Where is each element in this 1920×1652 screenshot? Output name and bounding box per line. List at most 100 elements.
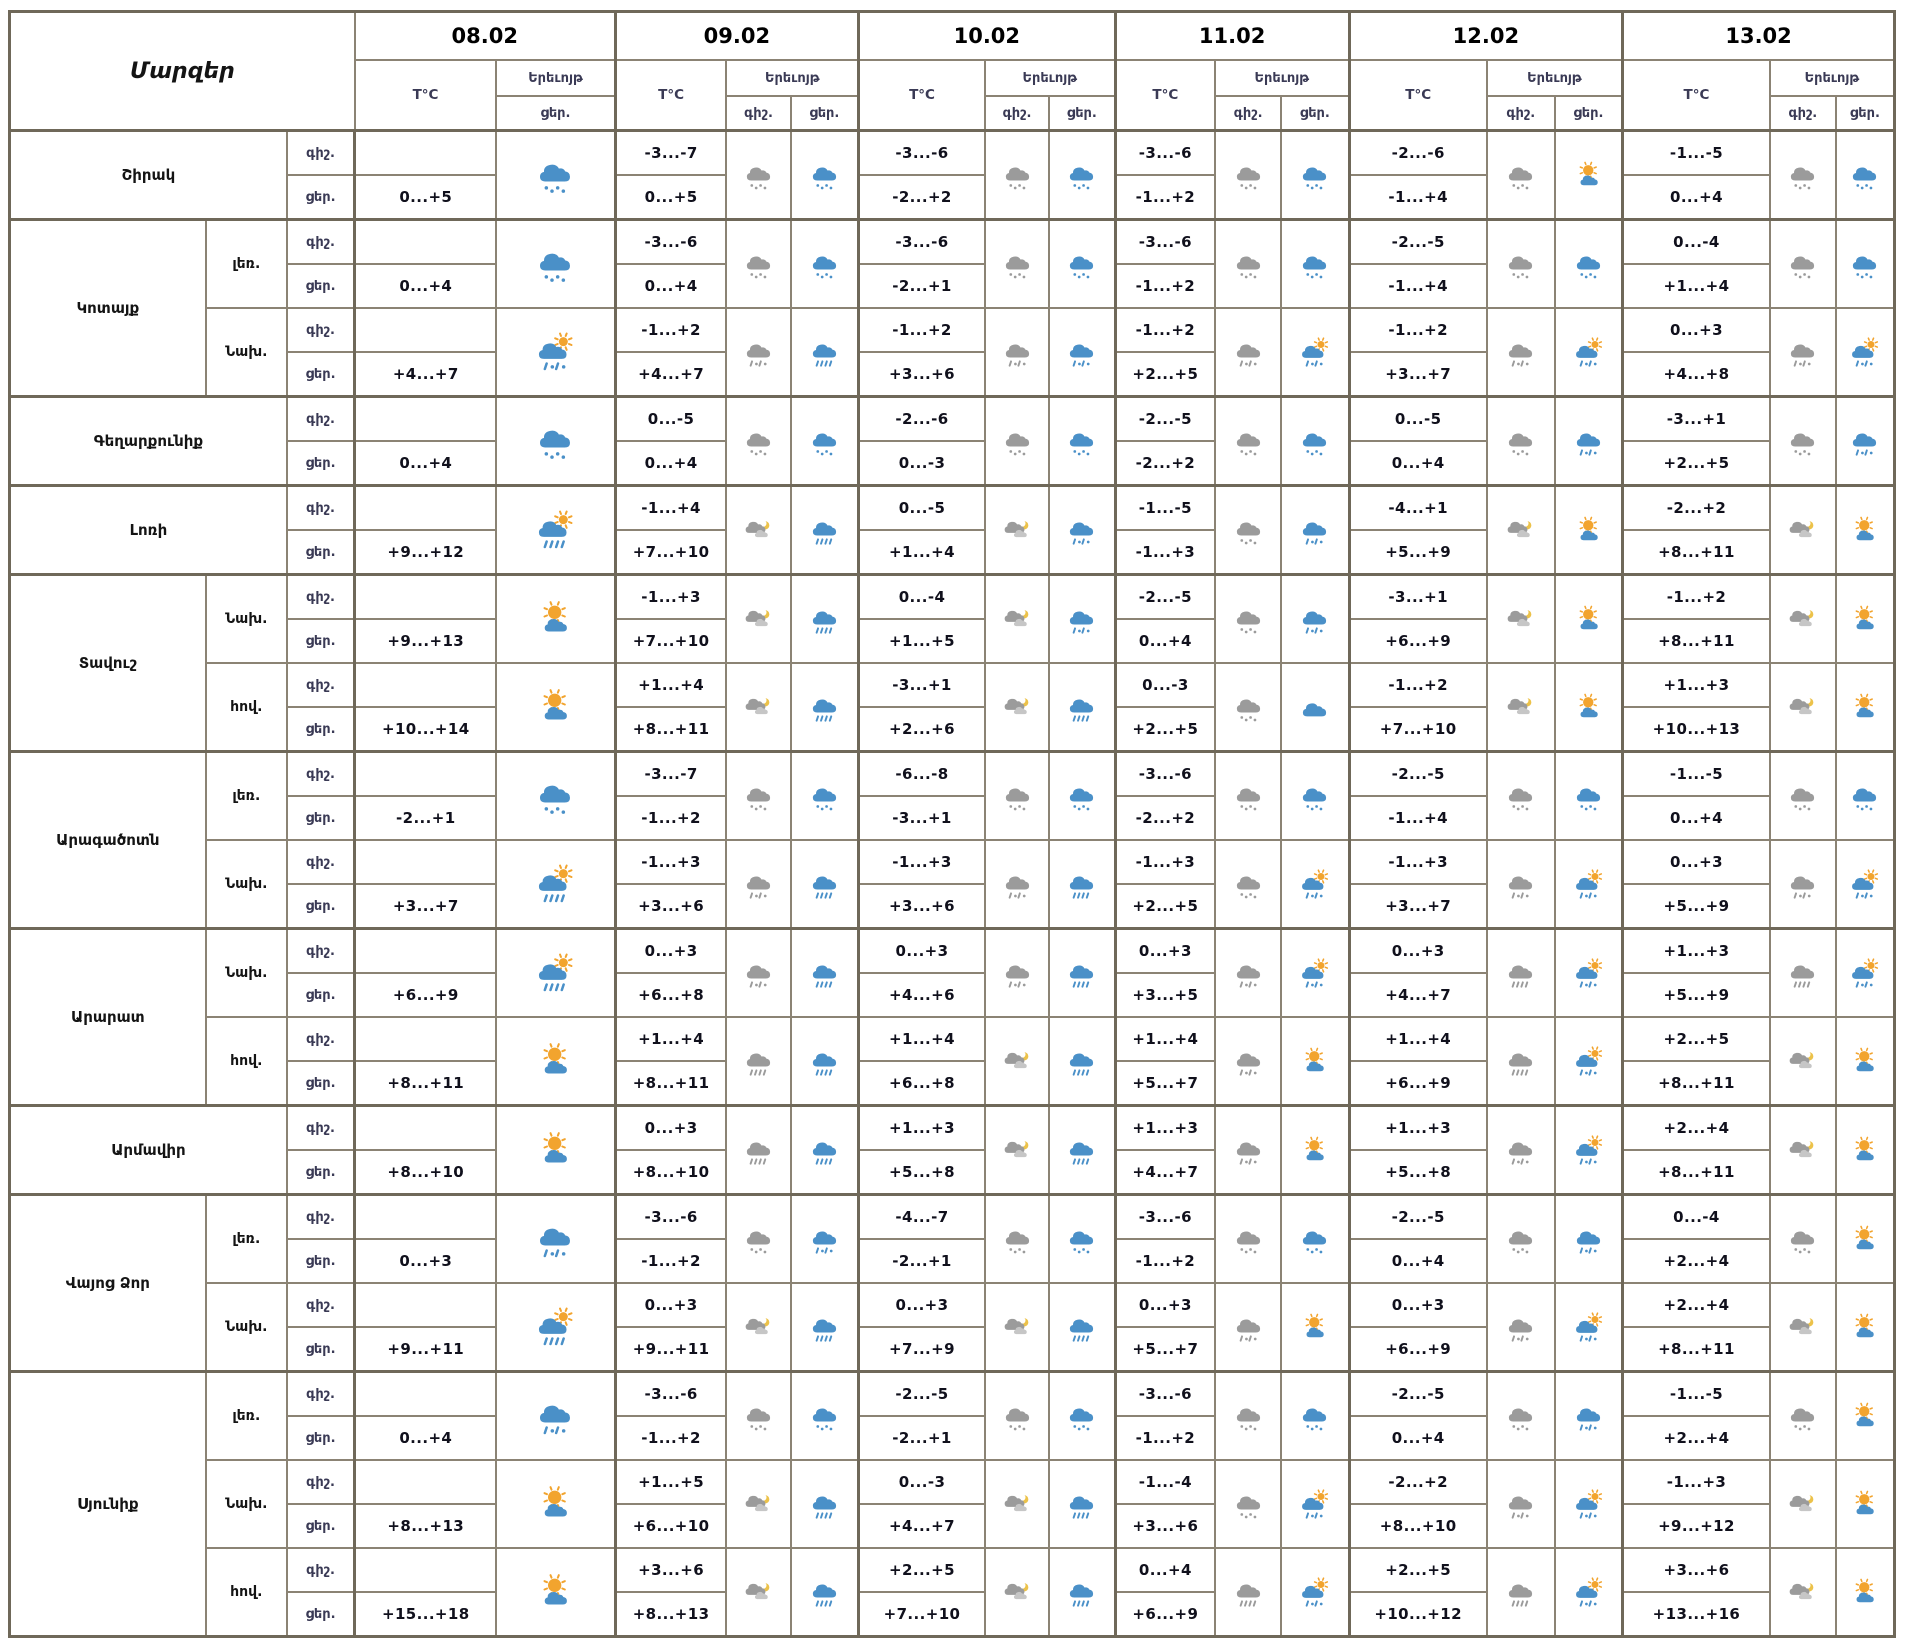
rain-blue-icon (812, 521, 836, 545)
sun-sleet-icon (1852, 868, 1879, 899)
day-label: ցեր. (285, 1060, 356, 1107)
night-temp: +2...+5 (1347, 1547, 1488, 1593)
day-weather-cell (1280, 484, 1351, 576)
night-temp (353, 307, 498, 353)
night-weather-cell (1768, 1282, 1837, 1373)
night-temp: -3...-6 (613, 1370, 728, 1417)
night-weather-cell (983, 662, 1051, 753)
sun-rain-icon (539, 864, 573, 903)
subregion-label: Նախ. (204, 573, 288, 664)
night-temp: -3...+1 (857, 662, 986, 708)
sun-cloud-icon (1579, 161, 1598, 185)
day-temp: 0...+4 (1621, 174, 1771, 221)
sleet-blue-icon (1070, 521, 1094, 545)
night-weather-cell (983, 927, 1051, 1018)
night-weather-cell (1214, 750, 1283, 841)
sun-rain-icon (539, 1307, 573, 1346)
day-weather-cell (1280, 927, 1351, 1018)
day-weather-cell (495, 839, 617, 930)
night-temp: -3...-6 (1113, 218, 1217, 265)
night-temp (353, 1104, 498, 1151)
day-weather-cell (1834, 1370, 1896, 1461)
sun-sleet-icon (1852, 957, 1879, 988)
night-weather-cell (1485, 927, 1556, 1018)
night-temp: -3...+1 (1347, 573, 1488, 620)
date-header-08.02: 08.02 (353, 10, 617, 61)
night-temp: -1...+3 (1113, 839, 1217, 885)
day-weather-cell (1553, 1016, 1624, 1107)
night-temp: 0...-3 (1113, 662, 1217, 708)
phenomenon-header: Երեւոյթ (1485, 59, 1624, 97)
day-temp: 0...+4 (613, 263, 728, 309)
night-temp: -6...-8 (857, 750, 986, 797)
sun-cloud-icon (1856, 1225, 1875, 1249)
night-temp (353, 218, 498, 265)
day-temp: -2...+1 (857, 263, 986, 309)
day-weather-cell (1553, 1282, 1624, 1373)
day-weather-cell (1048, 662, 1117, 753)
rain-blue-icon (1070, 1052, 1094, 1076)
day-temp: +3...+7 (353, 883, 498, 930)
night-temp: 0...-5 (857, 484, 986, 531)
snow-blue-icon (540, 430, 571, 459)
region-name: Արարատ (8, 927, 207, 1107)
day-weather-cell (789, 1282, 860, 1373)
night-label: գիշ. (285, 662, 356, 708)
day-temp: +8...+11 (1621, 618, 1771, 664)
night-label: գիշ. (285, 484, 356, 531)
snow-gray-icon (1791, 255, 1815, 278)
snow-gray-icon (1509, 166, 1533, 189)
night-temp (353, 839, 498, 885)
night-weather-cell (1768, 927, 1837, 1018)
sun-sleet-icon (1302, 1488, 1329, 1519)
day-temp: +5...+8 (857, 1149, 986, 1196)
snow-gray-icon (1236, 255, 1260, 278)
snow-gray-icon (1509, 787, 1533, 810)
snow-gray-icon (1236, 1495, 1260, 1518)
rain-gray-icon (1236, 1583, 1260, 1607)
day-weather-cell (1280, 573, 1351, 664)
night-weather-cell (1214, 1104, 1283, 1196)
night-temp: 0...-4 (1621, 1193, 1771, 1240)
night-temp: 0...+3 (1621, 307, 1771, 353)
rain-gray-icon (1509, 1583, 1533, 1607)
day-temp: +2...+5 (1113, 706, 1217, 753)
night-temp: 0...+3 (857, 1282, 986, 1328)
day-temp: +3...+7 (1347, 883, 1488, 930)
night-temp: -2...-5 (1347, 750, 1488, 797)
day-temp: +2...+4 (1621, 1415, 1771, 1461)
day-temp: +3...+6 (613, 883, 728, 930)
sun-sleet-icon (1302, 1576, 1329, 1607)
snow-gray-icon (1236, 698, 1260, 721)
sun-cloud-icon (1579, 693, 1598, 717)
date-header-13.02: 13.02 (1621, 10, 1896, 61)
region-name: Արագածոտն (8, 750, 207, 930)
day-weather-cell (1834, 1193, 1896, 1284)
rain-gray-icon (746, 1052, 771, 1076)
night-temp (353, 395, 498, 442)
sun-cloud-icon (1856, 1047, 1875, 1071)
night-weather-cell (1214, 307, 1283, 398)
day-temp: -1...+2 (1113, 1415, 1217, 1461)
subregion-label: Նախ. (204, 1459, 288, 1549)
sleet-gray-icon (1236, 964, 1260, 988)
night-weather-cell (1214, 129, 1283, 221)
day-weather-cell (1834, 1459, 1896, 1549)
night-temp: 0...+3 (1347, 927, 1488, 974)
day-temp: +9...+11 (353, 1326, 498, 1373)
night-weather-cell (725, 1370, 792, 1461)
night-weather-cell (1768, 218, 1837, 309)
snow-gray-icon (1236, 521, 1260, 544)
day-weather-cell (495, 1547, 617, 1638)
night-weather-cell (725, 839, 792, 930)
night-weather-cell (1485, 750, 1556, 841)
day-temp: +7...+10 (613, 529, 728, 576)
night-weather-cell (1768, 573, 1837, 664)
night-header: գիշ. (1485, 95, 1556, 132)
day-weather-cell (1280, 1104, 1351, 1196)
moon-cloud-icon (1507, 519, 1532, 537)
day-weather-cell (495, 927, 617, 1018)
snow-blue-icon (1070, 166, 1094, 189)
phenomenon-header: Երեւոյթ (983, 59, 1117, 97)
day-weather-cell (789, 839, 860, 930)
